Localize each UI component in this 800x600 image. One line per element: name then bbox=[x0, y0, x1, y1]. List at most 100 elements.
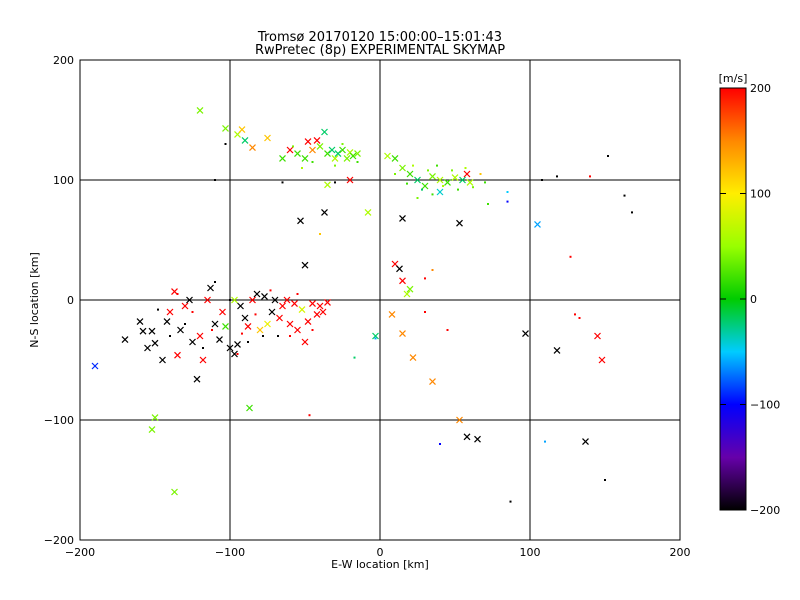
data-point-dot bbox=[269, 289, 272, 292]
data-point-dot bbox=[506, 200, 509, 203]
data-point-cross bbox=[321, 128, 328, 136]
data-point-dot bbox=[311, 161, 314, 163]
data-point-dot bbox=[191, 311, 194, 313]
data-point-cross bbox=[384, 152, 391, 160]
data-point-dot bbox=[479, 173, 482, 175]
data-point-cross bbox=[193, 375, 201, 383]
data-point-dot bbox=[416, 197, 419, 199]
x-tick-label: 200 bbox=[670, 546, 691, 559]
data-point-cross bbox=[211, 320, 219, 328]
data-point-cross bbox=[429, 172, 436, 180]
data-point-dot bbox=[439, 443, 441, 445]
colorbar-tick-label: −200 bbox=[750, 504, 780, 517]
y-tick-label: −200 bbox=[44, 534, 74, 547]
data-point-cross bbox=[171, 488, 178, 496]
data-point-cross bbox=[148, 426, 156, 434]
data-point-cross bbox=[313, 136, 321, 144]
data-point-dot bbox=[556, 175, 558, 178]
data-point-cross bbox=[144, 344, 151, 352]
data-point-dot bbox=[544, 440, 546, 443]
data-point-cross bbox=[136, 318, 144, 326]
data-point-cross bbox=[163, 318, 171, 326]
data-point-cross bbox=[264, 320, 271, 328]
colorbar-ticks: 200 100 0 −100 −200 bbox=[720, 82, 780, 517]
data-point-cross bbox=[222, 124, 229, 132]
data-point-cross bbox=[181, 302, 189, 310]
data-point-dot bbox=[412, 164, 414, 167]
data-point-cross bbox=[451, 174, 459, 182]
y-axis-label: N-S location [km] bbox=[28, 252, 41, 348]
data-point-dot bbox=[262, 335, 264, 337]
data-point-dot bbox=[589, 175, 591, 178]
data-point-cross bbox=[294, 150, 301, 158]
data-point-cross bbox=[304, 138, 312, 146]
data-point-cross bbox=[286, 146, 294, 154]
data-point-cross bbox=[121, 336, 129, 344]
data-point-dot bbox=[247, 341, 249, 343]
data-point-dot bbox=[277, 335, 279, 337]
data-point-cross bbox=[174, 351, 181, 359]
data-point-dot bbox=[406, 182, 408, 185]
data-point-cross bbox=[246, 404, 253, 412]
data-point-dot bbox=[424, 311, 426, 313]
x-axis-label: E-W location [km] bbox=[331, 558, 429, 571]
data-point-cross bbox=[207, 284, 214, 292]
chart-subtitle: RwPretec (8p) EXPERIMENTAL SKYMAP bbox=[255, 43, 505, 58]
data-point-cross bbox=[283, 296, 291, 304]
data-point-dot bbox=[427, 169, 429, 172]
data-point-cross bbox=[463, 170, 471, 178]
data-point-cross bbox=[319, 308, 327, 316]
data-point-cross bbox=[399, 277, 406, 285]
data-point-dot bbox=[301, 167, 303, 169]
data-point-cross bbox=[456, 219, 463, 227]
x-tick-label: 100 bbox=[520, 546, 541, 559]
data-point-cross bbox=[276, 314, 283, 322]
data-point-cross bbox=[253, 290, 261, 298]
data-point-cross bbox=[409, 354, 417, 362]
data-point-dot bbox=[374, 337, 377, 340]
data-point-dot bbox=[607, 155, 609, 157]
data-point-cross bbox=[204, 296, 211, 304]
data-point-dot bbox=[431, 193, 434, 196]
data-point-cross bbox=[279, 154, 286, 162]
data-point-cross bbox=[238, 126, 246, 134]
data-point-cross bbox=[219, 308, 226, 316]
data-point-cross bbox=[444, 178, 451, 186]
x-tick-label: −200 bbox=[65, 546, 95, 559]
data-point-cross bbox=[231, 350, 238, 358]
data-point-dot bbox=[623, 194, 626, 197]
data-point-cross bbox=[324, 298, 331, 306]
data-point-cross bbox=[234, 340, 241, 348]
data-point-dot bbox=[241, 332, 243, 335]
colorbar-label: [m/s] bbox=[719, 72, 748, 85]
data-point-cross bbox=[594, 332, 601, 340]
data-point-cross bbox=[534, 220, 541, 228]
data-point-dot bbox=[341, 143, 344, 145]
data-point-cross bbox=[406, 285, 414, 293]
data-point-dot bbox=[334, 181, 336, 184]
data-point-cross bbox=[186, 296, 193, 304]
data-point-cross bbox=[328, 146, 336, 154]
data-point-dot bbox=[311, 329, 314, 331]
data-point-dot bbox=[334, 164, 336, 167]
data-point-cross bbox=[298, 306, 306, 314]
data-point-dot bbox=[281, 181, 284, 184]
data-point-cross bbox=[474, 435, 481, 443]
data-point-cross bbox=[346, 176, 354, 184]
data-point-cross bbox=[304, 318, 312, 326]
colorbar-tick-label: −100 bbox=[750, 399, 780, 412]
data-point-cross bbox=[196, 106, 204, 114]
data-point-cross bbox=[466, 178, 474, 186]
data-point-dot bbox=[176, 293, 179, 295]
data-point-dot bbox=[211, 329, 213, 331]
data-point-cross bbox=[294, 326, 301, 334]
data-point-cross bbox=[364, 208, 372, 216]
data-point-cross bbox=[189, 338, 196, 346]
data-point-cross bbox=[372, 332, 379, 340]
data-point-cross bbox=[139, 327, 147, 335]
data-point-dot bbox=[424, 277, 426, 280]
data-point-cross bbox=[271, 296, 279, 304]
data-point-cross bbox=[309, 300, 316, 308]
data-point-cross bbox=[324, 181, 331, 189]
